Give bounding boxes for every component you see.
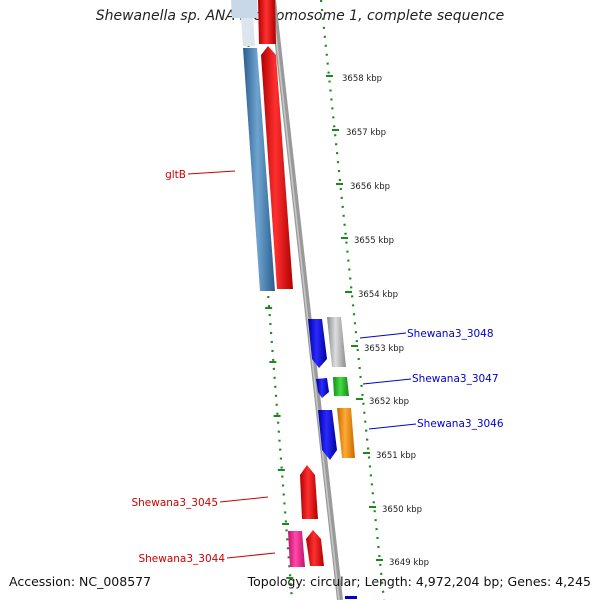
gene-Shewana3_3045 bbox=[300, 465, 318, 519]
kbp-tick: 3651 kbp bbox=[363, 451, 416, 461]
kbp-label: 3655 kbp bbox=[354, 236, 394, 246]
kbp-tick: 3649 kbp bbox=[376, 558, 429, 568]
kbp-tick-labels: 3658 kbp 3657 kbp 3656 kbp 3655 kbp 3654… bbox=[326, 74, 429, 568]
gene-label-Shewana3_3044[interactable]: Shewana3_3044 bbox=[138, 553, 225, 565]
gene-gltB-blue bbox=[243, 48, 275, 291]
kbp-label: 3658 kbp bbox=[342, 74, 382, 84]
kbp-label: 3657 kbp bbox=[346, 128, 386, 138]
gltB-connector bbox=[187, 170, 236, 175]
gene-Shewana3_3048-gray bbox=[327, 317, 346, 367]
kbp-tick: 3652 kbp bbox=[356, 397, 409, 407]
Shewana3_3047-connector bbox=[362, 378, 412, 385]
gene-label-Shewana3_3048[interactable]: Shewana3_3048 bbox=[407, 328, 494, 340]
kbp-tick: 3654 kbp bbox=[345, 290, 398, 300]
gene-label-Shewana3_3046[interactable]: Shewana3_3046 bbox=[417, 418, 504, 430]
gene-faded-top bbox=[231, 0, 258, 18]
gene-faded-top-2 bbox=[241, 18, 255, 46]
kbp-tick: 3658 kbp bbox=[326, 74, 382, 84]
accession-text: Accession: NC_008577 bbox=[9, 574, 152, 589]
bottom-gene-fragment bbox=[345, 596, 357, 599]
Shewana3_3046-connector bbox=[368, 423, 417, 430]
gene-Shewana3_3044-pink bbox=[288, 531, 305, 567]
map-title: Shewanella sp. ANA-3 chromosome 1, compl… bbox=[95, 8, 505, 24]
topology-summary: Topology: circular; Length: 4,972,204 bp… bbox=[247, 574, 591, 589]
genome-backbone bbox=[270, 0, 343, 600]
kbp-label: 3649 kbp bbox=[389, 558, 429, 568]
gene-Shewana3_3048-blue bbox=[308, 319, 327, 368]
kbp-label: 3654 kbp bbox=[358, 290, 398, 300]
kbp-tick: 3653 kbp bbox=[351, 344, 404, 354]
kbp-label: 3652 kbp bbox=[369, 397, 409, 407]
gene-label-Shewana3_3045[interactable]: Shewana3_3045 bbox=[131, 497, 218, 509]
kbp-tick: 3657 kbp bbox=[332, 128, 386, 138]
kbp-label: 3650 kbp bbox=[382, 505, 422, 515]
kbp-label: 3656 kbp bbox=[350, 182, 390, 192]
gene-label-Shewana3_3047[interactable]: Shewana3_3047 bbox=[412, 373, 499, 385]
kbp-tick: 3650 kbp bbox=[369, 505, 422, 515]
backbone-highlight bbox=[271, 0, 340, 600]
gene-Shewana3_3046-blue bbox=[318, 410, 337, 460]
gene-Shewana3_3046-orange bbox=[337, 408, 355, 458]
kbp-label: 3651 kbp bbox=[376, 451, 416, 461]
outer-dotted-ring bbox=[319, 0, 386, 600]
Shewana3_3044-connector bbox=[226, 552, 276, 559]
kbp-tick: 3656 kbp bbox=[336, 182, 390, 192]
gene-red-top bbox=[258, 0, 276, 44]
gene-Shewana3_3044-red bbox=[306, 530, 324, 566]
gene-label-gltB[interactable]: gltB bbox=[165, 169, 186, 181]
Shewana3_3045-connector bbox=[219, 496, 269, 503]
gene-Shewana3_3047-green bbox=[333, 377, 349, 396]
gene-Shewana3_3047-blue bbox=[316, 378, 329, 398]
kbp-tick: 3655 kbp bbox=[341, 236, 394, 246]
Shewana3_3048-connector bbox=[359, 332, 407, 339]
kbp-label: 3653 kbp bbox=[364, 344, 404, 354]
gene-red-long bbox=[261, 46, 293, 289]
